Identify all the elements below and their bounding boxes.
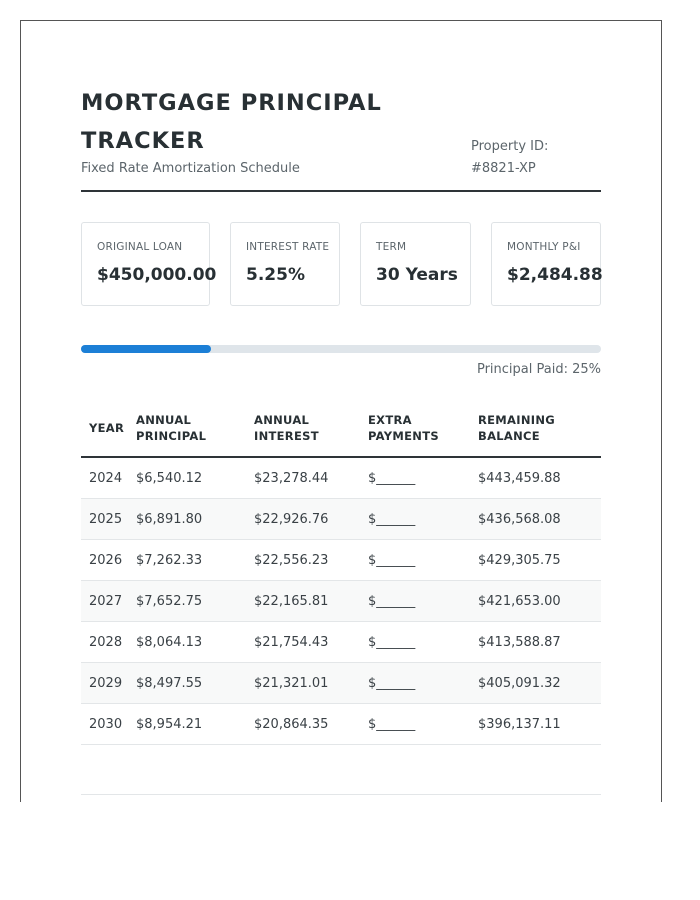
table-row: 2025 $6,891.80 $22,926.76 $______ $436,5… <box>81 499 601 540</box>
stat-value: 30 Years <box>376 265 458 285</box>
stat-value: $450,000.00 <box>97 265 217 285</box>
principal-progress-fill <box>81 345 211 353</box>
stat-label: INTEREST RATE <box>246 241 330 253</box>
cell-interest: $21,321.01 <box>254 676 329 691</box>
cell-balance: $443,459.88 <box>478 471 561 486</box>
column-header-line: ANNUAL <box>254 413 310 427</box>
cell-principal: $7,262.33 <box>136 553 203 568</box>
table-row: 2028 $8,064.13 $21,754.43 $______ $413,5… <box>81 622 601 663</box>
column-header-line: EXTRA <box>368 413 412 427</box>
cell-balance: $396,137.11 <box>478 717 561 732</box>
stat-value: $2,484.88 <box>507 265 603 285</box>
cell-year: 2026 <box>89 553 123 568</box>
cell-interest: $21,754.43 <box>254 635 329 650</box>
column-header-extra: EXTRA PAYMENTS <box>368 412 439 444</box>
stat-card-interest-rate: INTEREST RATE 5.25% <box>230 222 340 306</box>
cell-principal: $7,652.75 <box>136 594 203 609</box>
cell-year: 2028 <box>89 635 123 650</box>
cell-year: 2024 <box>89 471 123 486</box>
stat-card-monthly-pi: MONTHLY P&I $2,484.88 <box>491 222 603 306</box>
property-id: Property ID: #8821-XP <box>471 139 549 176</box>
table-row: 2024 $6,540.12 $23,278.44 $______ $443,4… <box>81 458 601 499</box>
cell-principal: $6,540.12 <box>136 471 203 486</box>
table-row: 2030 $8,954.21 $20,864.35 $______ $396,1… <box>81 704 601 745</box>
column-header-balance: REMAINING BALANCE <box>478 412 555 444</box>
document-header: MORTGAGE PRINCIPAL TRACKER Fixed Rate Am… <box>81 21 601 192</box>
column-header-year: YEAR <box>89 421 125 435</box>
cell-year: 2027 <box>89 594 123 609</box>
cell-extra-payment[interactable]: $______ <box>368 635 416 650</box>
column-header-line: PAYMENTS <box>368 429 439 443</box>
cell-interest: $20,864.35 <box>254 717 329 732</box>
cell-year: 2029 <box>89 676 123 691</box>
principal-progress-bar <box>81 345 601 353</box>
cell-interest: $22,926.76 <box>254 512 329 527</box>
column-header-line: INTEREST <box>254 429 319 443</box>
cell-extra-payment[interactable]: $______ <box>368 553 416 568</box>
cell-interest: $22,556.23 <box>254 553 329 568</box>
cell-extra-payment[interactable]: $______ <box>368 594 416 609</box>
cell-balance: $405,091.32 <box>478 676 561 691</box>
document-page: MORTGAGE PRINCIPAL TRACKER Fixed Rate Am… <box>20 20 662 802</box>
cell-principal: $8,497.55 <box>136 676 203 691</box>
table-row: 2029 $8,497.55 $21,321.01 $______ $405,0… <box>81 663 601 704</box>
table-row: 2026 $7,262.33 $22,556.23 $______ $429,3… <box>81 540 601 581</box>
principal-progress-label: Principal Paid: 25% <box>476 362 601 377</box>
cell-interest: $23,278.44 <box>254 471 329 486</box>
column-header-line: REMAINING <box>478 413 556 427</box>
cell-balance: $436,568.08 <box>478 512 561 527</box>
cell-extra-payment[interactable]: $______ <box>368 717 416 732</box>
table-row: 2027 $7,652.75 $22,165.81 $______ $421,6… <box>81 581 601 622</box>
stat-label: TERM <box>376 241 407 253</box>
page-subtitle: Fixed Rate Amortization Schedule <box>81 161 300 176</box>
table-header: YEAR ANNUAL PRINCIPAL ANNUAL INTEREST EX… <box>81 398 601 458</box>
cell-year: 2030 <box>89 717 123 732</box>
cell-balance: $413,588.87 <box>478 635 561 650</box>
column-header-line: ANNUAL <box>136 413 192 427</box>
page-title: MORTGAGE PRINCIPAL TRACKER <box>81 90 382 154</box>
cell-balance: $421,653.00 <box>478 594 561 609</box>
cell-principal: $8,954.21 <box>136 717 203 732</box>
cell-year: 2025 <box>89 512 123 527</box>
cell-balance: $429,305.75 <box>478 553 561 568</box>
column-header-principal: ANNUAL PRINCIPAL <box>136 412 206 444</box>
cell-extra-payment[interactable]: $______ <box>368 676 416 691</box>
cell-principal: $8,064.13 <box>136 635 203 650</box>
column-header-line: BALANCE <box>478 429 540 443</box>
stat-card-term: TERM 30 Years <box>360 222 471 306</box>
column-header-line: PRINCIPAL <box>136 429 207 443</box>
cell-principal: $6,891.80 <box>136 512 203 527</box>
stat-label: MONTHLY P&I <box>507 241 581 253</box>
cell-extra-payment[interactable]: $______ <box>368 471 416 486</box>
cell-extra-payment[interactable]: $______ <box>368 512 416 527</box>
stat-value: 5.25% <box>246 265 305 285</box>
cell-interest: $22,165.81 <box>254 594 329 609</box>
footer-divider <box>81 794 601 795</box>
stat-card-original-loan: ORIGINAL LOAN $450,000.00 <box>81 222 216 306</box>
column-header-interest: ANNUAL INTEREST <box>254 412 319 444</box>
page-content: MORTGAGE PRINCIPAL TRACKER Fixed Rate Am… <box>81 21 603 803</box>
stat-label: ORIGINAL LOAN <box>97 241 183 253</box>
